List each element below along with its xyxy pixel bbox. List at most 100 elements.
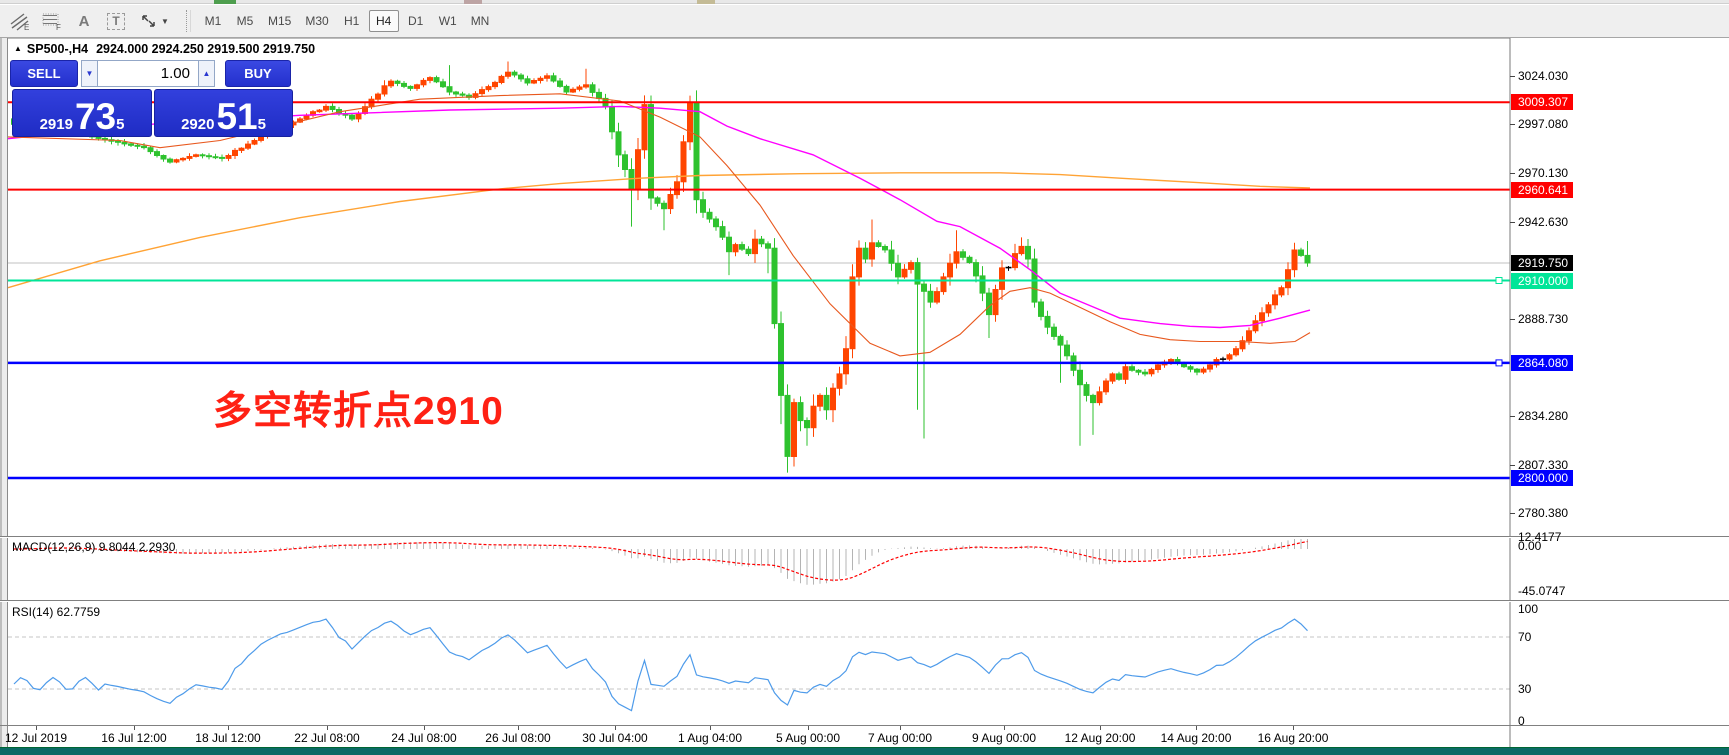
timeframe-button-MN[interactable]: MN xyxy=(470,14,490,28)
indicator-axis-label: 100 xyxy=(1518,602,1539,616)
text-box-icon[interactable]: T xyxy=(102,9,130,33)
time-tick xyxy=(900,726,901,730)
grid-pattern-icon[interactable]: F xyxy=(38,9,66,33)
price-axis-label: 2888.730 xyxy=(1518,312,1569,326)
toolbar-border xyxy=(0,37,1729,38)
svg-text:E: E xyxy=(24,23,29,31)
price-tag-2960.641: 2960.641 xyxy=(1511,182,1574,198)
collapse-arrow-icon[interactable]: ▲ xyxy=(14,44,22,53)
cropped-icon-sliver xyxy=(464,0,482,4)
chart-frame xyxy=(8,37,1511,747)
price-tag-2864.080: 2864.080 xyxy=(1511,355,1574,371)
price-tag-2919.750: 2919.750 xyxy=(1511,255,1574,271)
sell-price-prefix: 2919 xyxy=(39,116,73,133)
sell-price-display[interactable]: 2919 73 5 xyxy=(12,89,152,137)
time-tick xyxy=(1293,726,1294,730)
taskbar-strip xyxy=(0,747,1729,755)
price-tick xyxy=(1510,416,1515,417)
time-axis-label: 7 Aug 00:00 xyxy=(867,731,933,745)
time-axis-label: 9 Aug 00:00 xyxy=(971,731,1037,745)
timeframe-button-M15[interactable]: M15 xyxy=(268,14,292,28)
time-axis-label: 12 Jul 2019 xyxy=(5,731,68,745)
doji-candles xyxy=(1005,265,1226,363)
objects-arrows-icon[interactable]: ▼ xyxy=(134,9,174,33)
time-axis-label: 16 Aug 20:00 xyxy=(1257,731,1329,745)
time-axis-border xyxy=(0,725,1729,726)
price-tick xyxy=(1510,222,1515,223)
cropped-upper-toolbar xyxy=(0,0,1729,4)
price-tick xyxy=(1510,124,1515,125)
time-tick xyxy=(615,726,616,730)
volume-decrease-button[interactable]: ▼ xyxy=(81,60,97,87)
indicator-axis-label: 0.00 xyxy=(1518,539,1542,553)
price-tag-2910.000: 2910.000 xyxy=(1511,273,1574,289)
indicator-axis-label: 70 xyxy=(1518,630,1532,644)
indicator-axis-label: 12.4177 xyxy=(1518,530,1562,544)
timeframe-button-M1[interactable]: M1 xyxy=(204,14,222,28)
time-axis-label: 14 Aug 20:00 xyxy=(1160,731,1232,745)
ma-medium-magenta[interactable] xyxy=(7,105,1311,329)
hline-2864.08[interactable] xyxy=(8,359,1510,367)
timeframe-button-D1[interactable]: D1 xyxy=(408,14,424,28)
time-tick xyxy=(808,726,809,730)
timeframe-button-W1[interactable]: W1 xyxy=(438,14,457,28)
symbol-period-label: SP500-,H4 xyxy=(26,42,89,56)
buy-button[interactable]: BUY xyxy=(225,60,291,87)
time-axis-label: 16 Jul 12:00 xyxy=(101,731,167,745)
indicators-hatch-icon[interactable]: E xyxy=(6,9,34,33)
one-click-trading-panel: SELL ▼ 1.00 ▲ BUY 2919 73 5 2920 51 5 xyxy=(10,60,293,137)
panel-separator-macd[interactable] xyxy=(0,536,1729,538)
volume-increase-button[interactable]: ▲ xyxy=(199,60,215,87)
price-tick xyxy=(1510,319,1515,320)
price-axis-label: 2942.630 xyxy=(1518,215,1569,229)
chevron-down-icon: ▼ xyxy=(161,16,169,26)
time-tick xyxy=(228,726,229,730)
svg-text:F: F xyxy=(56,23,61,31)
timeframe-button-M30[interactable]: M30 xyxy=(305,14,329,28)
toolbar-separator xyxy=(186,10,191,32)
buy-price-display[interactable]: 2920 51 5 xyxy=(154,89,293,137)
buy-price-prefix: 2920 xyxy=(181,116,215,133)
text-label-icon[interactable]: A xyxy=(78,12,90,30)
hline-2910[interactable] xyxy=(8,277,1510,284)
time-axis-label: 22 Jul 08:00 xyxy=(294,731,360,745)
time-axis-label: 5 Aug 00:00 xyxy=(775,731,841,745)
timeframe-bar: M1 M5 M15 M30 H1 H4 D1 W1 MN xyxy=(197,10,496,32)
indicator-axis-label: 30 xyxy=(1518,682,1532,696)
price-axis-label: 2780.380 xyxy=(1518,506,1569,520)
sell-button[interactable]: SELL xyxy=(10,60,78,87)
macd-indicator-label: MACD(12,26,9) 9.8044 2.2930 xyxy=(12,540,176,554)
price-tick xyxy=(1510,513,1515,514)
macd-signal-line xyxy=(14,540,1308,581)
time-axis-label: 24 Jul 08:00 xyxy=(391,731,457,745)
buy-price-big: 51 xyxy=(216,95,258,137)
rsi-line xyxy=(13,618,1308,712)
ma-slow-orange[interactable] xyxy=(7,172,1311,289)
annotation-text[interactable]: 多空转折点2910 xyxy=(213,390,504,433)
timeframe-button-H1[interactable]: H1 xyxy=(344,14,360,28)
timeframe-button-H4[interactable]: H4 xyxy=(368,10,399,32)
price-axis-label: 2807.330 xyxy=(1518,458,1569,472)
time-axis-label: 30 Jul 04:00 xyxy=(582,731,648,745)
time-tick xyxy=(134,726,135,730)
price-tag-3009.307: 3009.307 xyxy=(1511,94,1574,110)
price-axis-label: 2970.130 xyxy=(1518,166,1569,180)
price-tick xyxy=(1510,465,1515,466)
timeframe-button-M5[interactable]: M5 xyxy=(236,14,254,28)
chart-title: ▲ SP500-,H4 2924.000 2924.250 2919.500 291… xyxy=(14,42,315,56)
time-tick xyxy=(518,726,519,730)
time-axis-label: 26 Jul 08:00 xyxy=(485,731,551,745)
indicator-axis-label: 0 xyxy=(1518,714,1525,728)
time-tick xyxy=(1100,726,1101,730)
price-tick xyxy=(1510,76,1515,77)
panel-separator-rsi[interactable] xyxy=(0,600,1729,602)
time-tick xyxy=(36,726,37,730)
chart-toolbar: E F A T ▼ M1 M5 M15 M30 H1 H4 D1 W1 MN xyxy=(0,5,1729,38)
macd-histogram xyxy=(20,539,1308,585)
sell-price-sup: 5 xyxy=(116,116,125,133)
ma-fast-red[interactable] xyxy=(7,93,1311,357)
volume-input[interactable]: 1.00 xyxy=(97,60,199,87)
price-axis-label: 2997.080 xyxy=(1518,117,1569,131)
price-axis-label: 3024.030 xyxy=(1518,69,1569,83)
